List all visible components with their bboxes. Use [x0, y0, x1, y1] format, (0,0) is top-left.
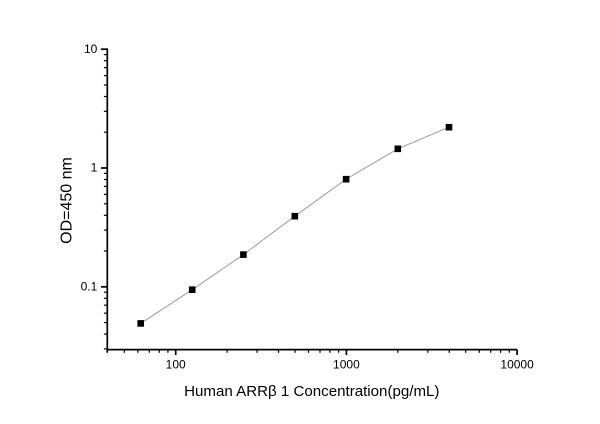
svg-text:1000: 1000 — [333, 358, 360, 372]
svg-text:100: 100 — [166, 358, 186, 372]
svg-text:10: 10 — [84, 42, 98, 56]
svg-text:0.1: 0.1 — [81, 279, 98, 293]
svg-text:OD=450 nm: OD=450 nm — [59, 157, 76, 244]
svg-text:10000: 10000 — [500, 358, 534, 372]
svg-text:Human ARRβ 1 Concentration(pg/: Human ARRβ 1 Concentration(pg/mL) — [184, 383, 439, 400]
svg-text:1: 1 — [91, 161, 98, 175]
